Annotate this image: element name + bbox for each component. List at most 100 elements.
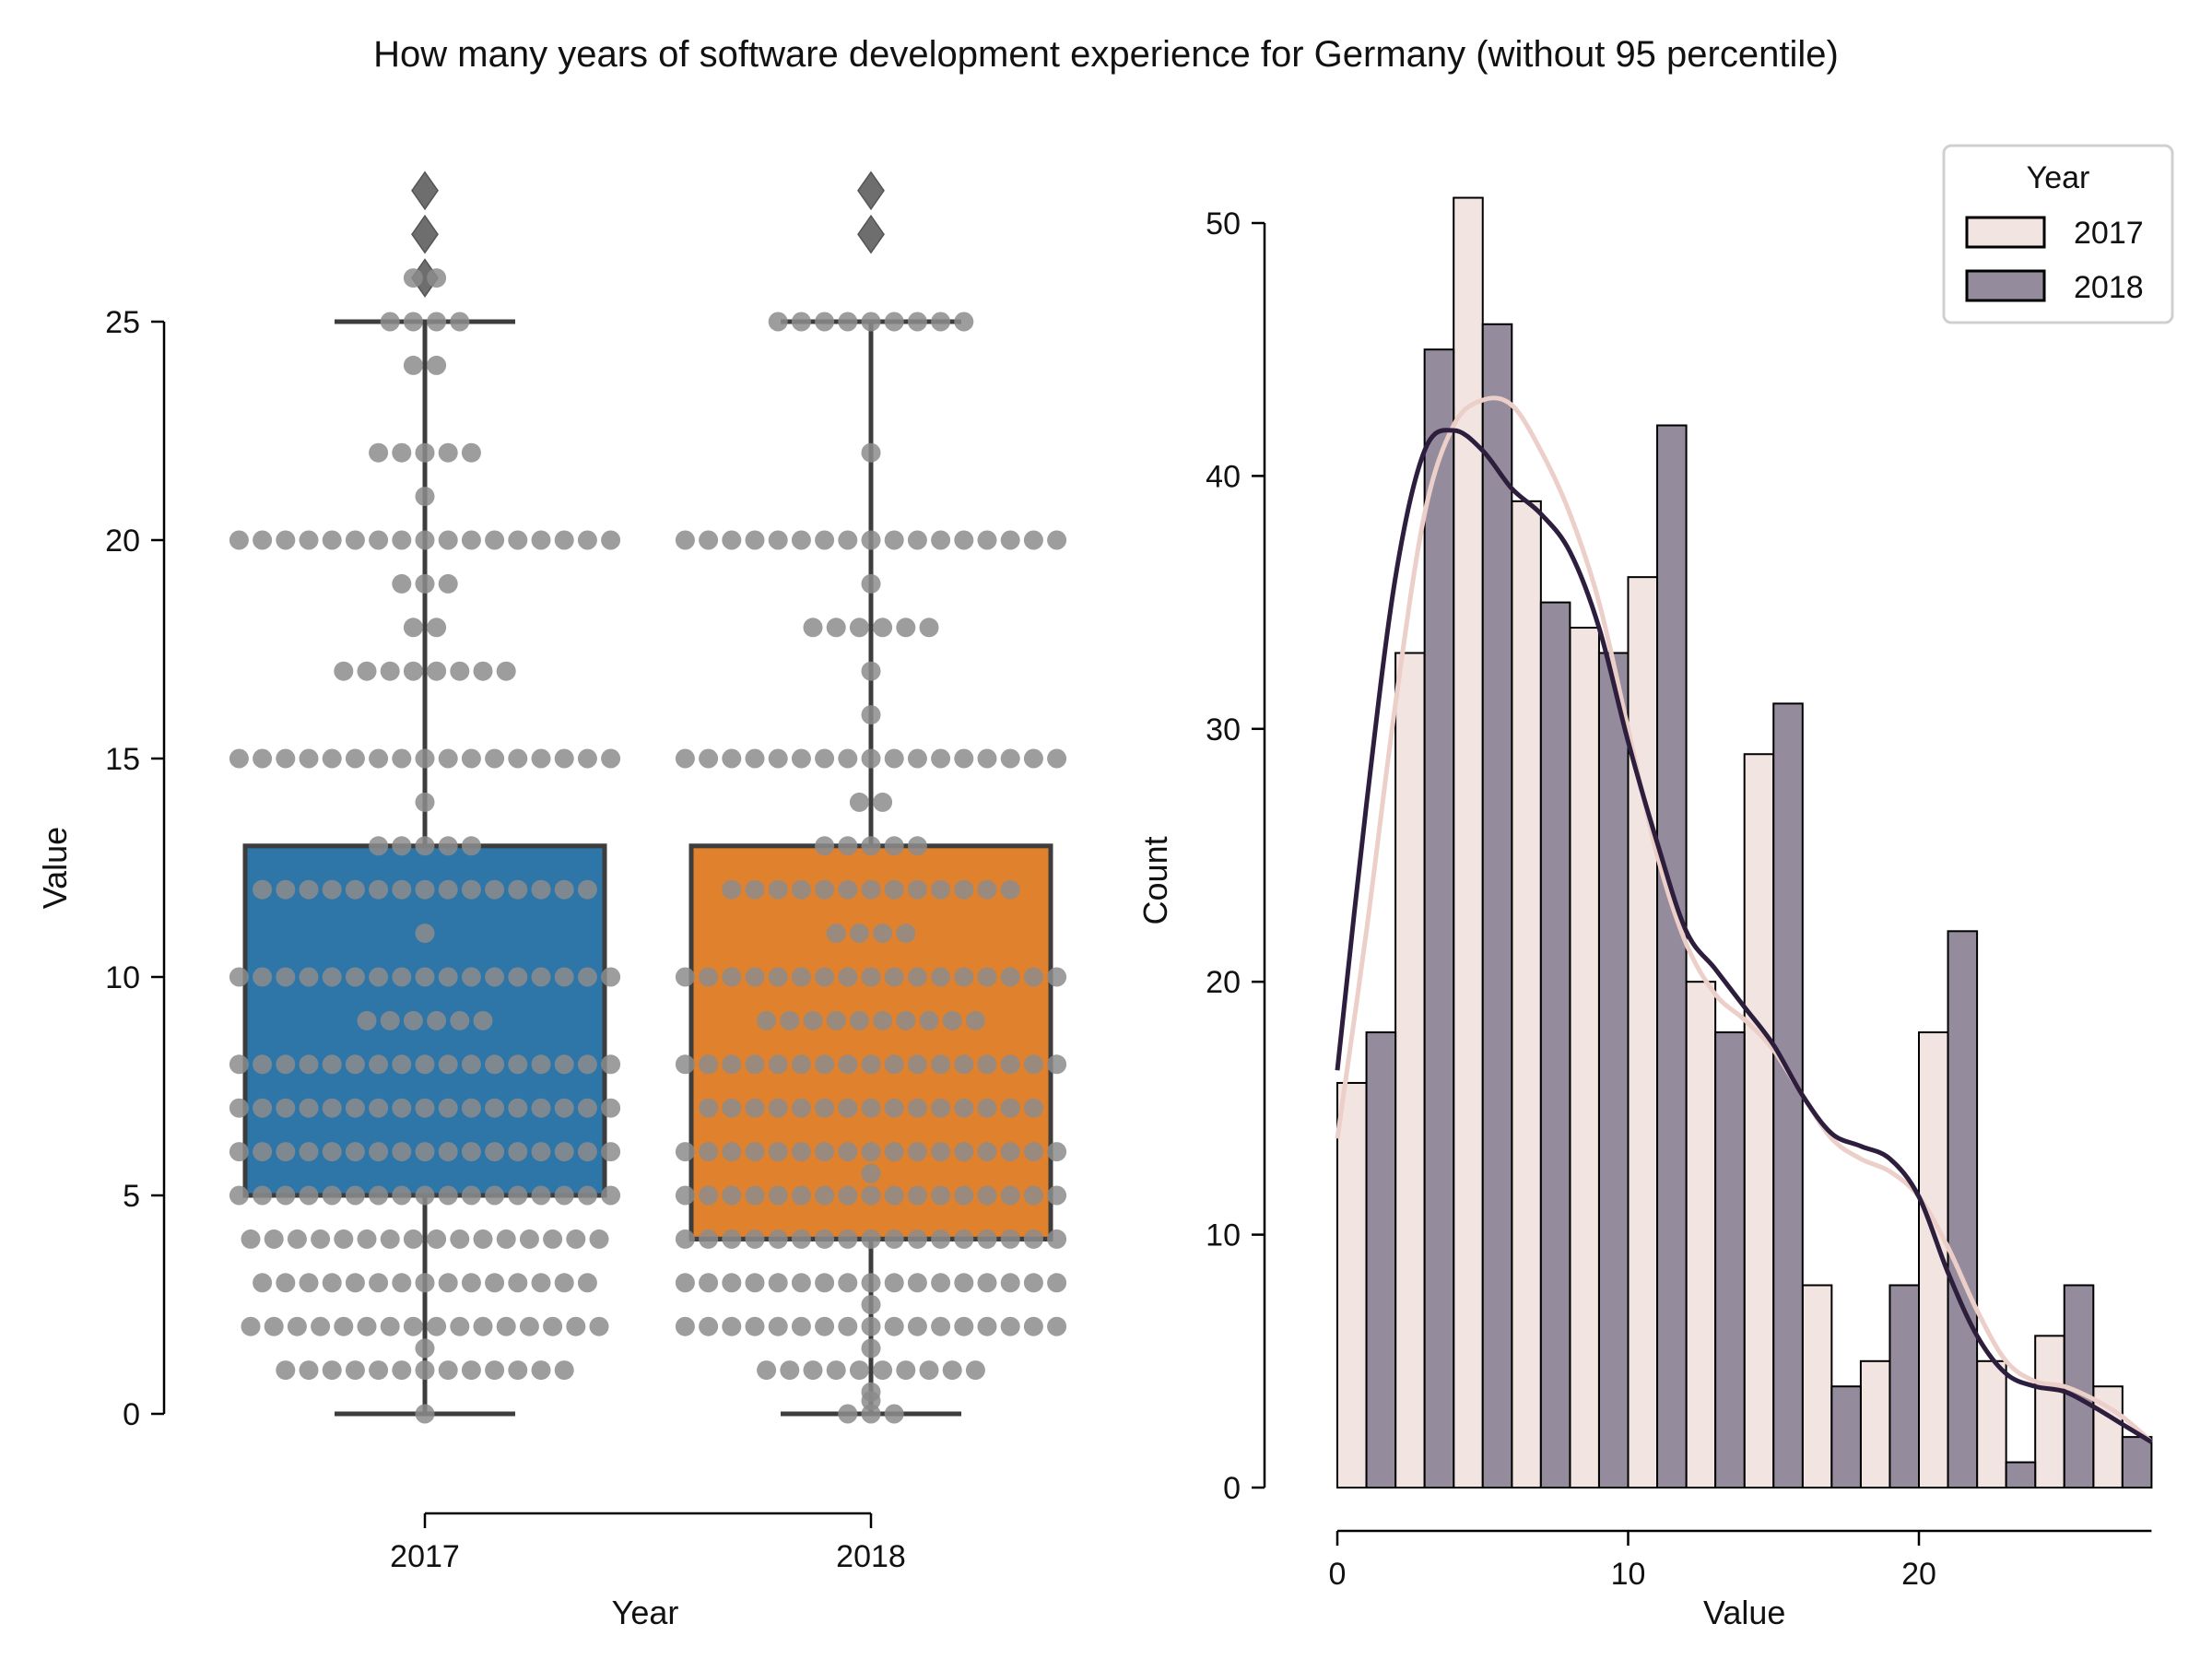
swarm-point (1047, 530, 1067, 550)
swarm-point (977, 1273, 997, 1293)
swarm-point (1000, 748, 1020, 769)
swarm-point (791, 879, 811, 900)
swarm-point (791, 967, 811, 987)
box-y-tick-label: 10 (105, 960, 140, 995)
swarm-point (838, 967, 858, 987)
swarm-point (519, 1229, 539, 1249)
swarm-point (838, 836, 858, 856)
swarm-point (919, 1010, 939, 1030)
swarm-point (589, 1316, 609, 1336)
swarm-point (861, 1229, 881, 1249)
hist-x-axis-label: Value (1703, 1594, 1785, 1631)
swarm-point (508, 1273, 528, 1293)
hist-bar (1656, 424, 1688, 1488)
hist-bar (1481, 323, 1513, 1488)
swarm-point (427, 355, 447, 375)
box-x-axis-label: Year (612, 1594, 679, 1631)
swarm-point (907, 748, 927, 769)
swarm-point (566, 1229, 586, 1249)
swarm-point (1047, 748, 1067, 769)
swarm-point (861, 1316, 881, 1336)
swarm-point (780, 1010, 800, 1030)
swarm-point (601, 1054, 621, 1075)
swarm-point (369, 748, 389, 769)
swarm-point (577, 1098, 597, 1118)
swarm-point (931, 879, 951, 900)
swarm-point (815, 312, 835, 332)
swarm-point (508, 879, 528, 900)
swarm-point (884, 1273, 904, 1293)
swarm-point (861, 530, 881, 550)
swarm-point (873, 792, 893, 812)
swarm-point (1000, 1142, 1020, 1162)
swarm-point (815, 1054, 835, 1075)
swarm-point (438, 442, 458, 463)
swarm-point (554, 1185, 574, 1206)
swarm-point (577, 748, 597, 769)
swarm-point (299, 748, 319, 769)
swarm-point (392, 1360, 412, 1381)
swarm-point (369, 1142, 389, 1162)
swarm-point (1000, 1229, 1020, 1249)
swarm-point (415, 924, 435, 944)
swarm-point (392, 1054, 412, 1075)
swarm-point (977, 967, 997, 987)
swarm-point (931, 1142, 951, 1162)
swarm-point (276, 879, 296, 900)
swarm-point (699, 1054, 719, 1075)
swarm-point (954, 1316, 974, 1336)
swarm-point (699, 530, 719, 550)
hist-x-tick-label: 20 (1901, 1557, 1936, 1592)
swarm-point (601, 748, 621, 769)
swarm-point (334, 661, 354, 681)
swarm-point (531, 1273, 551, 1293)
swarm-point (438, 836, 458, 856)
hist-x-axis: 0 10 20 (1329, 1529, 2152, 1592)
swarm-point (287, 1229, 307, 1249)
swarm-point (438, 1142, 458, 1162)
swarm-point (884, 1316, 904, 1336)
swarm-point (229, 1185, 249, 1206)
swarm-point (803, 618, 823, 638)
swarm-point (345, 748, 365, 769)
box-y-axis: 0 5 10 15 20 25 (105, 305, 166, 1432)
swarm-point (403, 1229, 423, 1249)
swarm-point (1000, 1054, 1020, 1075)
swarm-point (861, 705, 881, 725)
swarm-point (699, 1273, 719, 1293)
swarm-point (815, 836, 835, 856)
swarm-point (415, 1404, 435, 1424)
swarm-point (485, 1185, 505, 1206)
swarm-point (1047, 1316, 1067, 1336)
swarm-point (299, 1098, 319, 1118)
swarm-point (357, 1010, 377, 1030)
swarm-point (322, 1273, 342, 1293)
swarm-point (954, 1185, 974, 1206)
swarm-point (699, 748, 719, 769)
swarm-point (531, 748, 551, 769)
swarm-point (566, 1316, 586, 1336)
swarm-point (791, 1273, 811, 1293)
outlier-marker (857, 214, 885, 254)
swarm-point (745, 530, 765, 550)
swarm-point (931, 1273, 951, 1293)
swarm-point (931, 1316, 951, 1336)
swarm-point (601, 1185, 621, 1206)
swarm-point (861, 967, 881, 987)
swarm-point (438, 1098, 458, 1118)
swarm-point (485, 967, 505, 987)
swarm-point (791, 1054, 811, 1075)
swarm-point (838, 1185, 858, 1206)
hist-bar (1743, 753, 1775, 1488)
swarm-point (485, 530, 505, 550)
swarm-point (954, 530, 974, 550)
box-2017 (242, 171, 607, 1417)
swarm-point (907, 1185, 927, 1206)
swarm-point (954, 1229, 974, 1249)
swarm-point (322, 1098, 342, 1118)
swarm-point (299, 879, 319, 900)
swarm-point (838, 1229, 858, 1249)
swarm-point (722, 1273, 742, 1293)
swarm-point (496, 1316, 516, 1336)
